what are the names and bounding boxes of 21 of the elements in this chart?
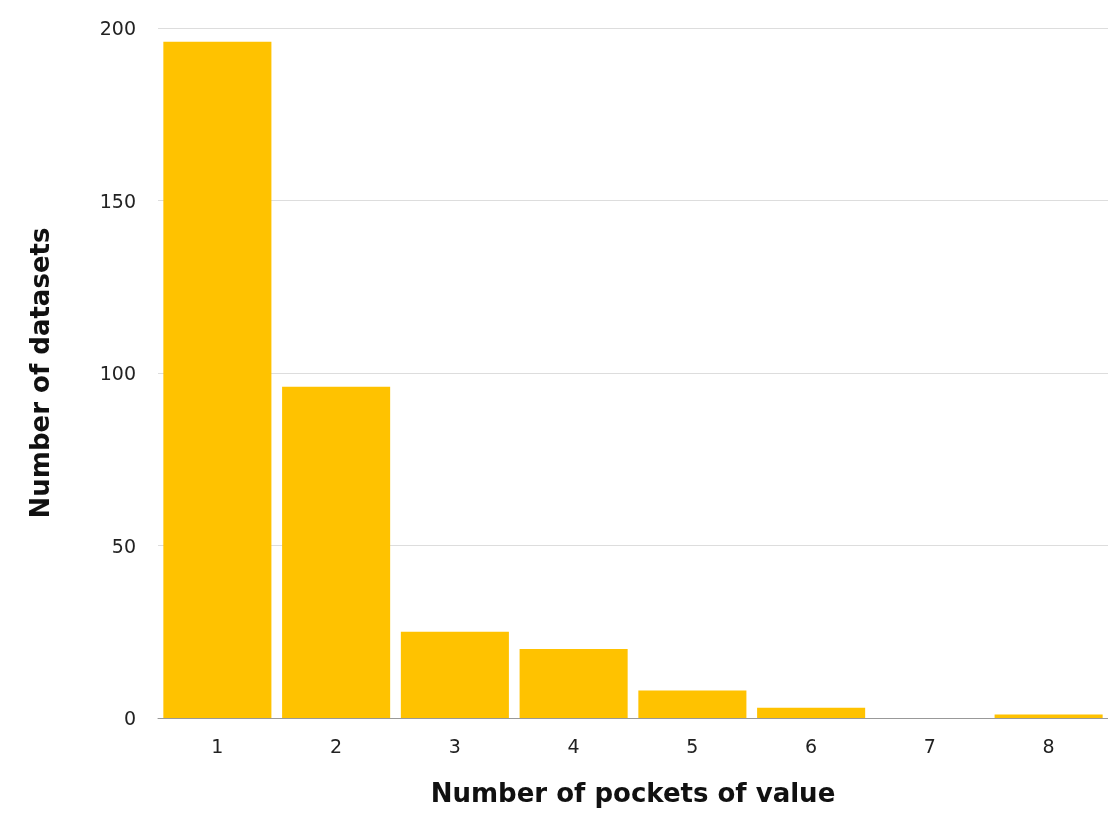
x-tick-label: 6 — [805, 734, 818, 757]
bar — [282, 386, 391, 718]
x-tick-label: 3 — [448, 734, 461, 757]
x-tick-label: 8 — [1042, 734, 1055, 757]
x-tick-label: 4 — [567, 734, 580, 757]
bar — [519, 649, 628, 718]
x-tick-label: 1 — [211, 734, 224, 757]
y-tick-label: 150 — [99, 189, 136, 212]
bar — [757, 707, 866, 718]
bar — [163, 41, 272, 718]
x-axis-title: Number of pockets of value — [430, 778, 836, 808]
bar — [638, 690, 747, 718]
y-tick-label: 0 — [123, 707, 136, 729]
y-tick-label: 50 — [111, 534, 136, 557]
bar — [400, 631, 509, 718]
y-tick-label: 100 — [99, 362, 136, 384]
y-axis-title: Number of datasets — [25, 227, 55, 519]
x-tick-label: 7 — [923, 734, 936, 757]
x-tick-label: 5 — [686, 734, 699, 757]
x-tick-label: 2 — [330, 734, 343, 757]
y-tick-label: 200 — [99, 17, 136, 39]
